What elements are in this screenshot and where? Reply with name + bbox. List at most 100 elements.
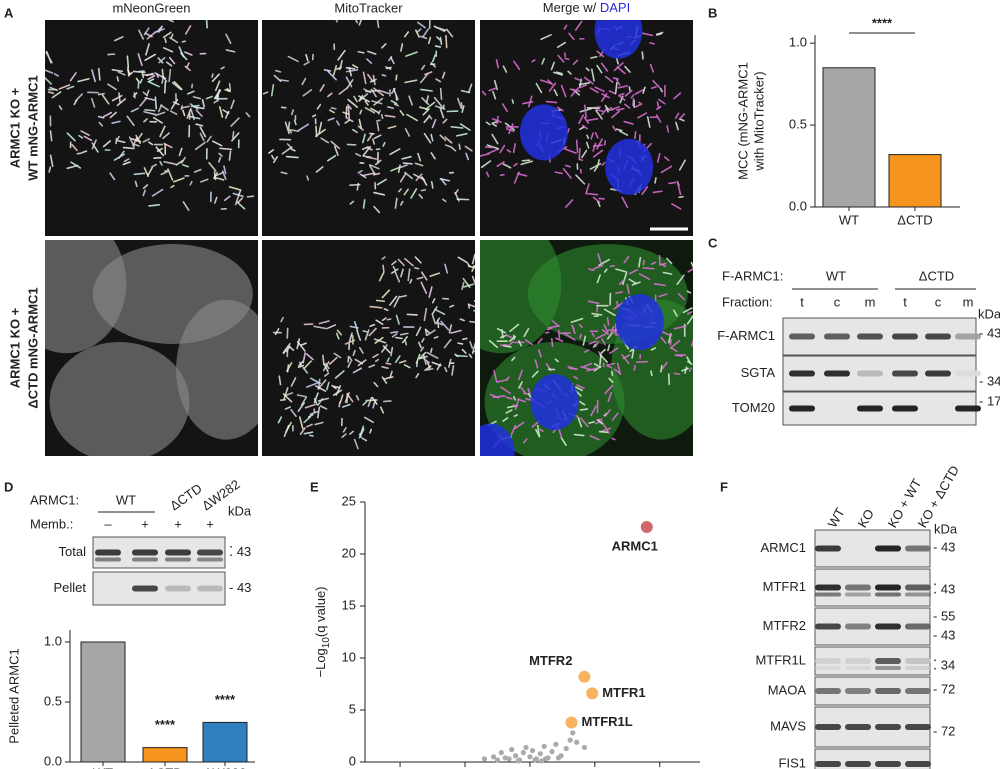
mito: [459, 123, 471, 131]
band: [95, 549, 121, 556]
mito: [208, 162, 217, 172]
background-point: [538, 758, 545, 764]
mito: [465, 152, 470, 161]
mito: [642, 0, 645, 2]
mito: [306, 175, 310, 181]
mito: [181, 105, 190, 109]
band: [165, 549, 191, 556]
mito: [279, 79, 289, 82]
mito: [540, 34, 552, 41]
mito: [162, 31, 172, 38]
background-point: [555, 755, 562, 761]
mito: [187, 90, 195, 95]
mito: [189, 115, 201, 120]
diffuse-signal: [45, 240, 127, 354]
mito: [704, 288, 713, 295]
mito: [607, 365, 613, 369]
mito: [430, 133, 434, 142]
mito: [523, 328, 530, 338]
mito: [492, 90, 497, 100]
mito: [595, 109, 603, 120]
mito: [575, 386, 583, 392]
mito: [499, 334, 508, 339]
band: [132, 557, 158, 562]
mito: [301, 77, 307, 86]
mito: [650, 261, 657, 265]
mito: [362, 145, 372, 157]
mito: [603, 308, 616, 317]
mito: [48, 166, 52, 173]
mito: [145, 43, 150, 56]
mito: [401, 155, 412, 160]
nucleus: [615, 294, 664, 351]
mito: [376, 20, 380, 29]
mito: [703, 258, 707, 264]
group-label: ΔCTD: [919, 268, 954, 283]
mito: [573, 433, 585, 437]
mito: [284, 392, 294, 397]
mito: [511, 99, 515, 104]
mito: [586, 106, 600, 110]
mito: [496, 327, 506, 334]
mito: [623, 255, 630, 264]
blot-header: Memb.:: [30, 516, 73, 531]
mito: [339, 59, 343, 71]
mito: [676, 274, 685, 285]
mito: [352, 64, 359, 69]
mito: [578, 324, 583, 328]
row-label: ΔCTD mNG-ARMC1: [25, 287, 40, 408]
mito: [370, 107, 380, 114]
mito: [284, 121, 290, 135]
mito: [280, 316, 284, 323]
mito: [228, 150, 232, 161]
mito: [391, 333, 398, 338]
mito: [522, 438, 528, 444]
mito: [510, 424, 517, 436]
mito: [300, 396, 308, 406]
mito: [563, 24, 568, 30]
mito: [403, 188, 409, 196]
mito: [422, 28, 429, 37]
background-point: [498, 750, 504, 756]
panel-letter: F: [720, 479, 728, 494]
mito: [218, 156, 222, 163]
mw-marker: ⁚ 43: [229, 544, 251, 559]
mito: [586, 134, 590, 139]
mito: [400, 268, 404, 278]
mito: [425, 95, 429, 104]
mito: [653, 283, 666, 287]
y-axis-label: −Log10(q value): [313, 587, 331, 678]
mito: [367, 396, 373, 407]
mito: [408, 95, 414, 106]
column-heading: MitoTracker: [334, 0, 403, 15]
micrograph-bg: [45, 20, 258, 236]
mito: [662, 271, 673, 275]
mito: [600, 93, 608, 102]
band: [905, 545, 931, 552]
diffuse-signal: [176, 299, 258, 440]
mito: [164, 169, 169, 172]
mito: [359, 109, 363, 115]
mito: [195, 109, 203, 117]
mito: [122, 146, 135, 150]
mito: [395, 336, 403, 340]
background-point: [515, 758, 521, 764]
mito: [285, 421, 292, 433]
band: [857, 405, 883, 412]
mito: [623, 120, 634, 125]
texture: [272, 253, 475, 450]
mito: [485, 121, 491, 126]
mito: [618, 130, 629, 136]
micrograph: [45, 20, 258, 236]
mito: [369, 323, 376, 328]
mito: [622, 354, 631, 360]
mito: [467, 263, 471, 268]
mito: [142, 138, 150, 143]
mito: [49, 154, 54, 168]
mito: [434, 105, 446, 110]
mito: [393, 295, 401, 308]
mito: [133, 172, 146, 176]
mito: [173, 81, 183, 91]
mito: [418, 0, 423, 3]
